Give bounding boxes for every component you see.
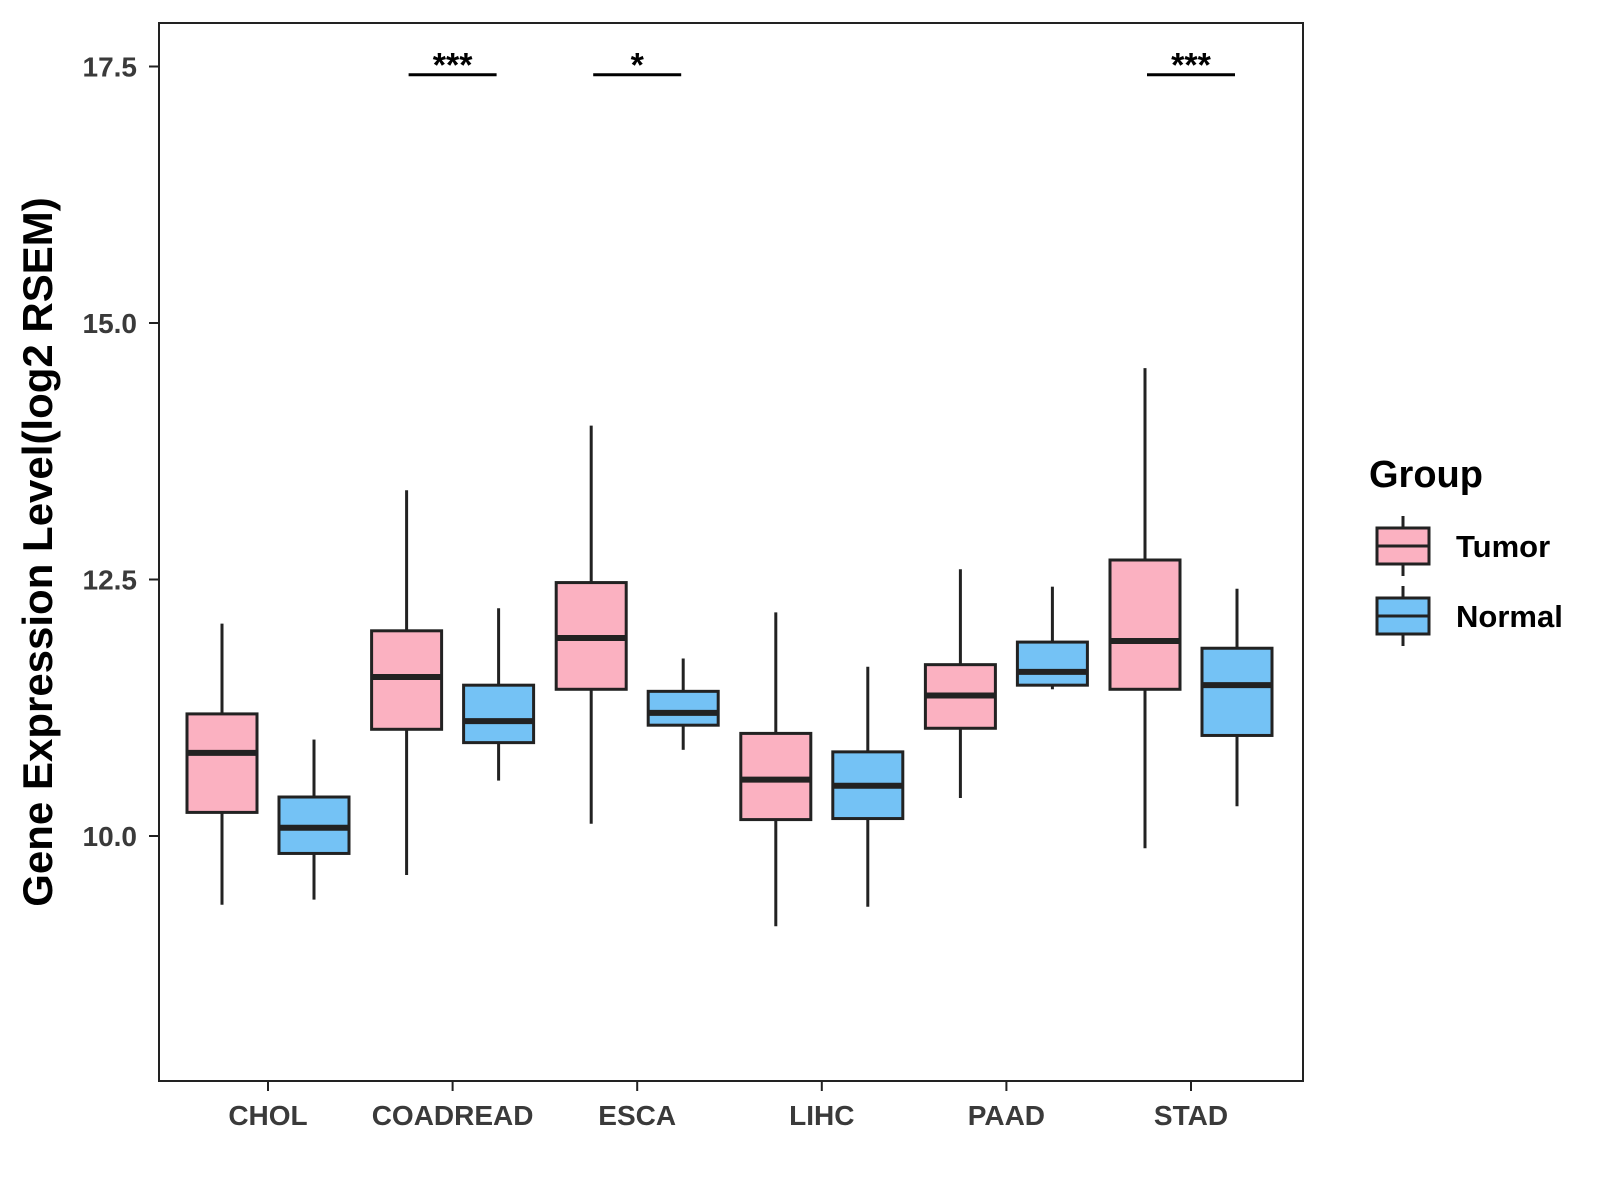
- iqr-box: [1200, 646, 1274, 737]
- x-tick-label: PAAD: [968, 1100, 1045, 1131]
- box-normal-esca: [646, 658, 720, 750]
- plot-panel-border: [158, 22, 1304, 1082]
- iqr-box: [1015, 640, 1089, 687]
- x-axis: CHOL COADREAD ESCA LIHC PAAD STAD: [228, 1081, 1228, 1131]
- iqr-box: [1108, 558, 1182, 691]
- significance-stad: ***: [1147, 47, 1235, 85]
- x-tick-label: STAD: [1154, 1100, 1228, 1131]
- significance-esca: *: [593, 47, 682, 85]
- legend-item-normal: Normal: [1375, 586, 1563, 646]
- box-tumor-paad: [923, 569, 997, 799]
- x-tick-label: CHOL: [228, 1100, 307, 1131]
- significance-label: ***: [1171, 47, 1211, 85]
- legend-label-normal: Normal: [1456, 599, 1563, 634]
- iqr-box: [646, 689, 720, 727]
- box-tumor-chol: [185, 623, 259, 905]
- legend-title: Group: [1369, 454, 1483, 496]
- y-axis: 10.0 12.5 15.0 17.5: [83, 52, 159, 852]
- significance-label: ***: [433, 47, 473, 85]
- significance-annotations: *** * ***: [408, 47, 1235, 85]
- box-normal-lihc: [831, 666, 905, 907]
- significance-coadread: ***: [408, 47, 497, 85]
- legend: Group Tumor Normal: [1369, 454, 1563, 646]
- box-normal-coadread: [462, 608, 536, 781]
- iqr-box: [462, 683, 536, 745]
- box-tumor-coadread: [370, 490, 444, 875]
- significance-label: *: [631, 47, 645, 85]
- box-normal-stad: [1200, 588, 1274, 807]
- box-tumor-lihc: [739, 612, 813, 927]
- y-tick-label: 10.0: [83, 821, 138, 852]
- legend-item-tumor: Tumor: [1375, 516, 1550, 576]
- x-tick-label: ESCA: [598, 1100, 676, 1131]
- box-tumor-esca: [554, 425, 628, 824]
- y-axis-title: Gene Expression Level(log2 RSEM): [14, 197, 61, 907]
- box-tumor-stad: [1108, 368, 1182, 849]
- x-tick-label: LIHC: [789, 1100, 854, 1131]
- y-tick-label: 12.5: [83, 565, 138, 596]
- iqr-box: [739, 731, 813, 822]
- iqr-box: [370, 629, 444, 731]
- y-tick-label: 17.5: [83, 52, 138, 83]
- iqr-box: [185, 712, 259, 814]
- x-tick-label: COADREAD: [372, 1100, 534, 1131]
- box-normal-chol: [277, 739, 351, 900]
- y-tick-label: 15.0: [83, 308, 138, 339]
- boxes-layer: [185, 368, 1274, 927]
- legend-label-tumor: Tumor: [1456, 529, 1550, 564]
- box-normal-paad: [1015, 586, 1089, 690]
